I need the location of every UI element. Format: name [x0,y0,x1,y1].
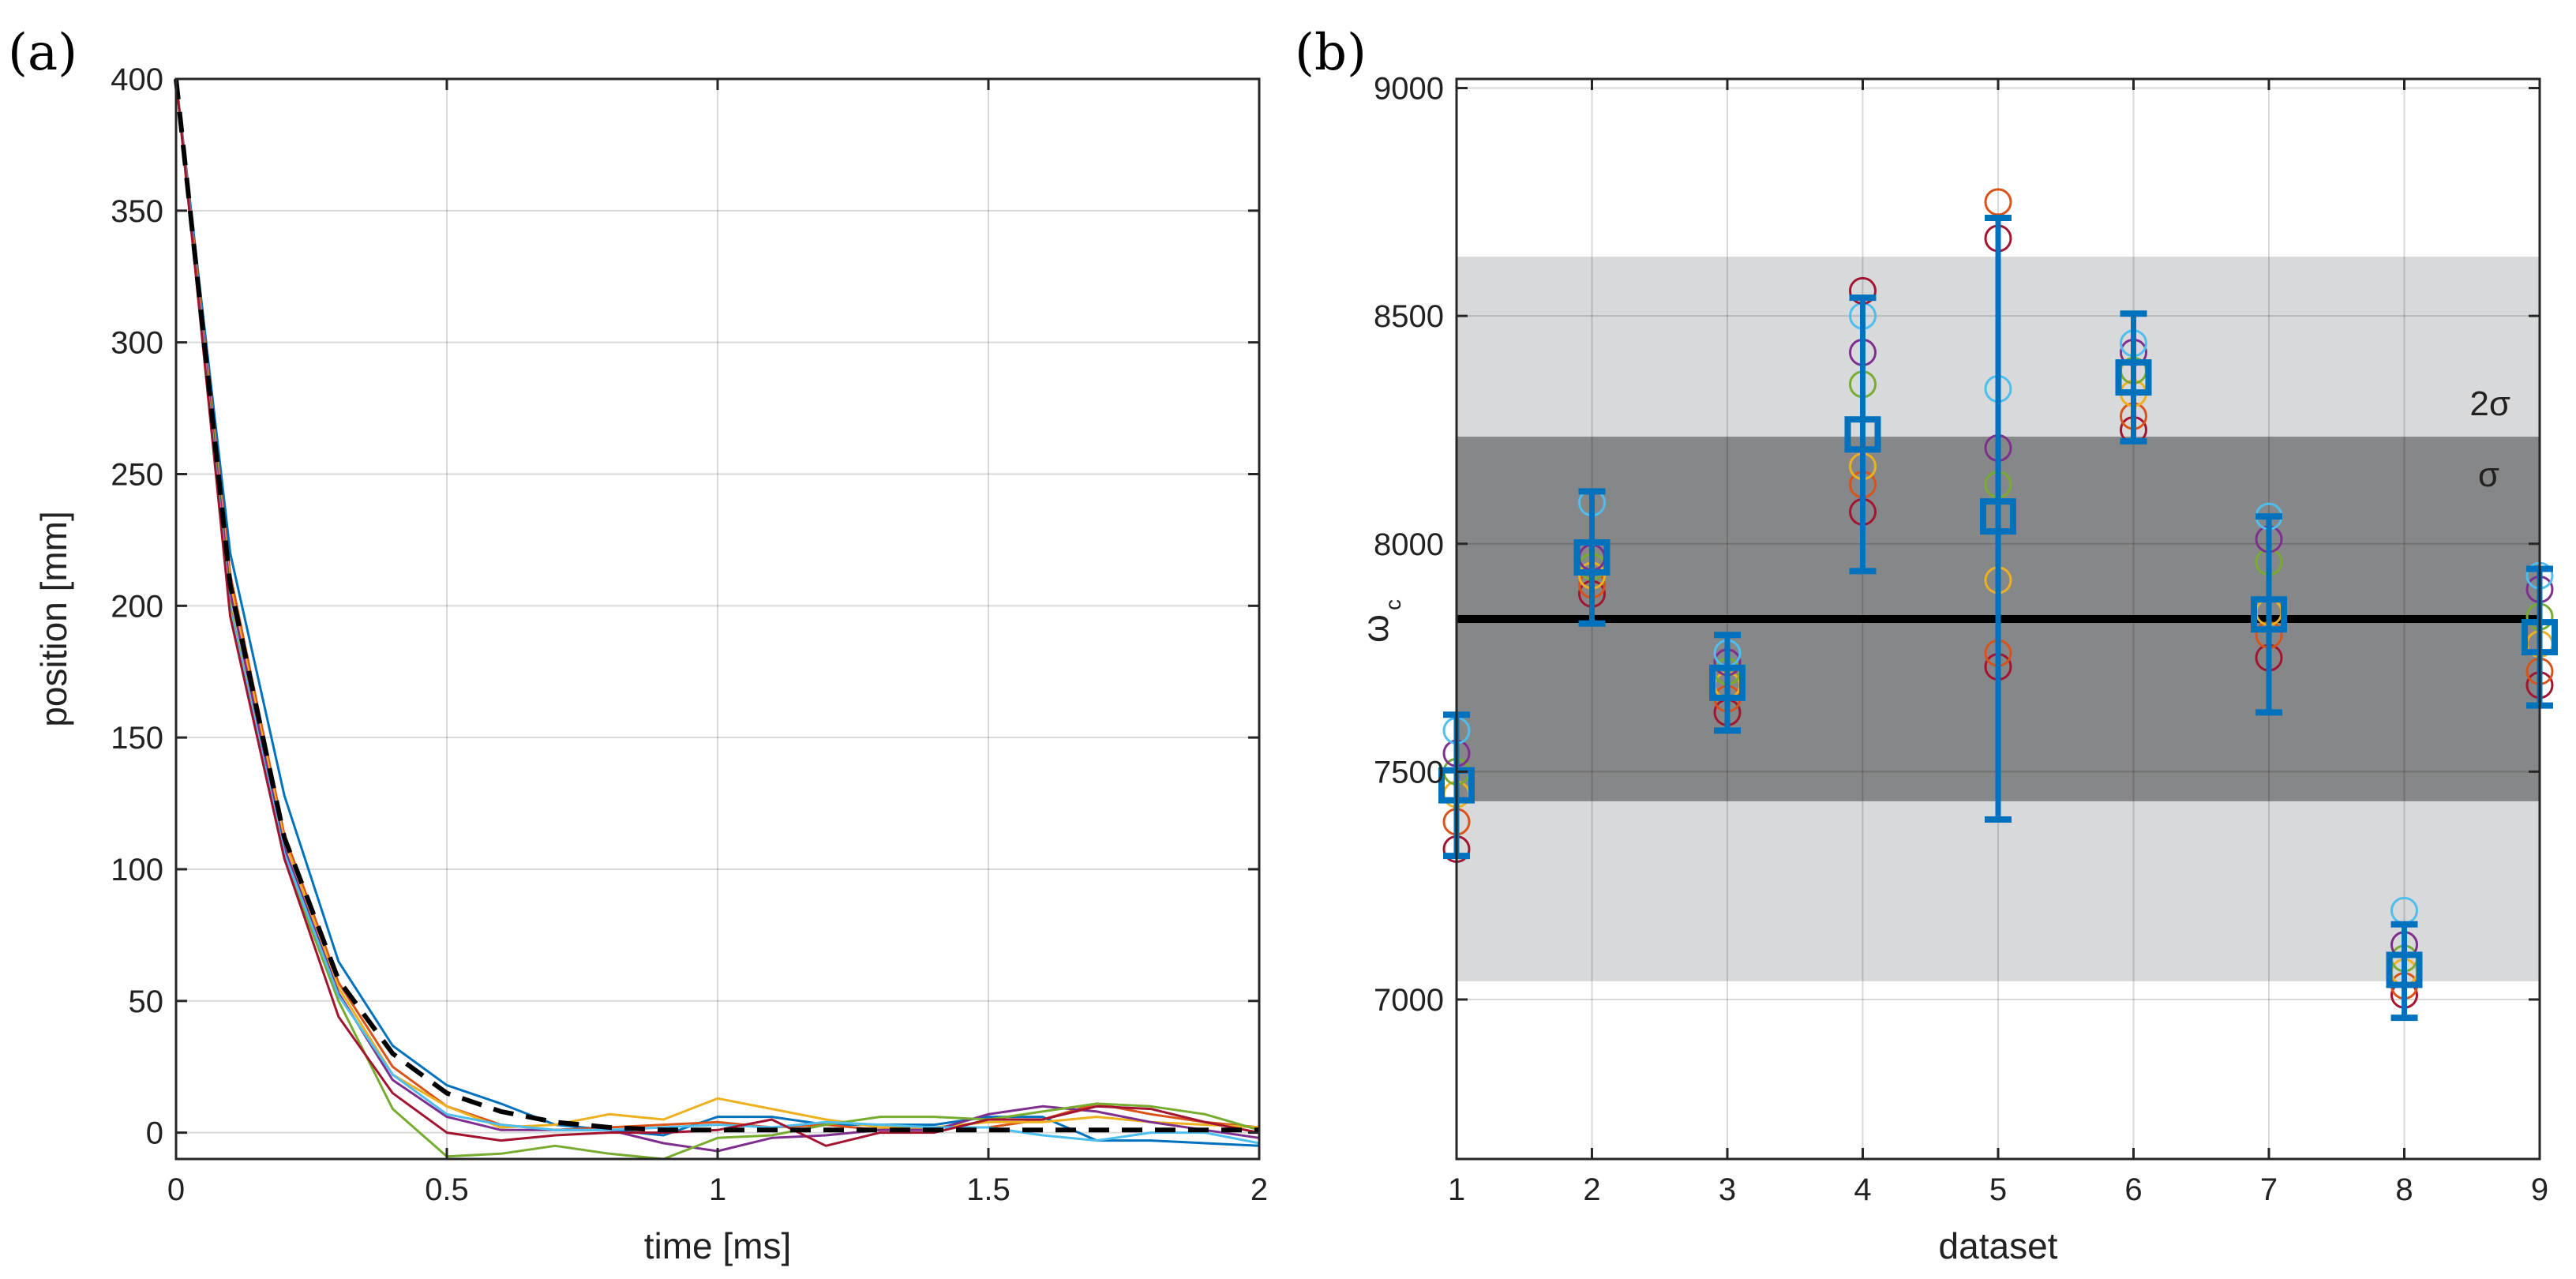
panel-a-ytick-label: 350 [111,194,163,229]
panel-a-ytick-label: 300 [111,326,163,361]
mean-marker [2251,596,2287,633]
panel-a-ytick-label: 400 [111,62,163,97]
data-point [1984,188,2012,216]
panel-a-ytick-label: 200 [111,589,163,624]
panel-b-xtick-label: 2 [1583,1172,1600,1207]
error-bar [2251,513,2287,716]
panel-b-xtick-label: 8 [2395,1172,2413,1207]
panel-b-xtick-label: 9 [2531,1172,2548,1207]
panel-b-ytick-label: 7000 [1374,983,1444,1018]
band-label-sigma: σ [2478,456,2499,494]
series-line [174,78,1260,1129]
series-line [174,78,1260,1147]
panel-a-xtick-label: 1 [709,1172,726,1207]
panel-a-ylabel: position [mm] [33,511,74,727]
panel-b-ytick-label: 8000 [1374,527,1444,562]
panel-a: (a) 0 0.5 1 1.5 2 0 50 100 150 200 250 300 350 400 ti… [8,24,1268,1266]
panel-a-ticks: 0 0.5 1 1.5 2 0 50 100 150 200 250 300 350 400 [111,62,1268,1207]
error-bar [2115,310,2152,444]
panel-a-xlabel: time [ms] [644,1225,792,1266]
panel-b-xtick-label: 3 [1719,1172,1736,1207]
panel-a-label: (a) [8,24,77,82]
panel-b-xtick-label: 7 [2260,1172,2278,1207]
error-bar [1709,632,1745,734]
error-bar [2386,921,2423,1022]
panel-b-label: (b) [1295,24,1367,82]
mean-marker [1844,416,1881,453]
panel-b-ylabel: ω c [1355,599,1405,643]
panel-b-ylabel-subscript: c [1381,599,1405,610]
error-bar [1573,488,1610,627]
panel-b-ytick-label: 9000 [1374,72,1444,107]
panel-b-xtick-label: 4 [1854,1172,1871,1207]
mean-marker [2115,359,2152,396]
panel-a-ytick-label: 150 [111,721,163,756]
panel-b-xlabel: dataset [1939,1225,2058,1266]
error-bar [1844,294,1881,575]
panel-a-xtick-label: 0 [167,1172,185,1207]
panel-a-ytick-label: 250 [111,457,163,492]
panel-a-ytick-label: 50 [129,985,164,1019]
panel-b-ytick-label: 7500 [1374,755,1444,790]
series-line [174,78,1260,1161]
panel-b-ticks: 1 2 3 4 5 6 7 8 9 7000 7500 8000 8500 9000 [1374,72,2548,1207]
mean-marker [1980,498,2016,535]
series-line [174,78,1260,1145]
panel-b-xtick-label: 1 [1448,1172,1465,1207]
panel-b-ylabel-omega: ω [1355,614,1396,643]
panel-a-xtick-label: 2 [1251,1172,1268,1207]
mean-marker [2386,951,2423,988]
panel-a-ytick-label: 100 [111,853,163,887]
panel-b-xtick-label: 6 [2124,1172,2142,1207]
panel-a-xtick-label: 0.5 [425,1172,469,1207]
panel-a-xtick-label: 1.5 [966,1172,1011,1207]
panel-b-ytick-label: 8500 [1374,299,1444,334]
band-label-2sigma: 2σ [2469,384,2510,423]
panel-a-ytick-label: 0 [146,1116,163,1151]
mean-marker [1709,664,1745,701]
error-bar [1980,215,2016,823]
series-line [174,78,1260,1147]
mean-marker [1573,539,1610,576]
panel-b: (b) 1 2 3 4 5 6 7 8 9 7000 7500 8000 8500 9000 2σ σ d… [1295,24,2558,1266]
panel-b-xtick-label: 5 [1989,1172,2007,1207]
